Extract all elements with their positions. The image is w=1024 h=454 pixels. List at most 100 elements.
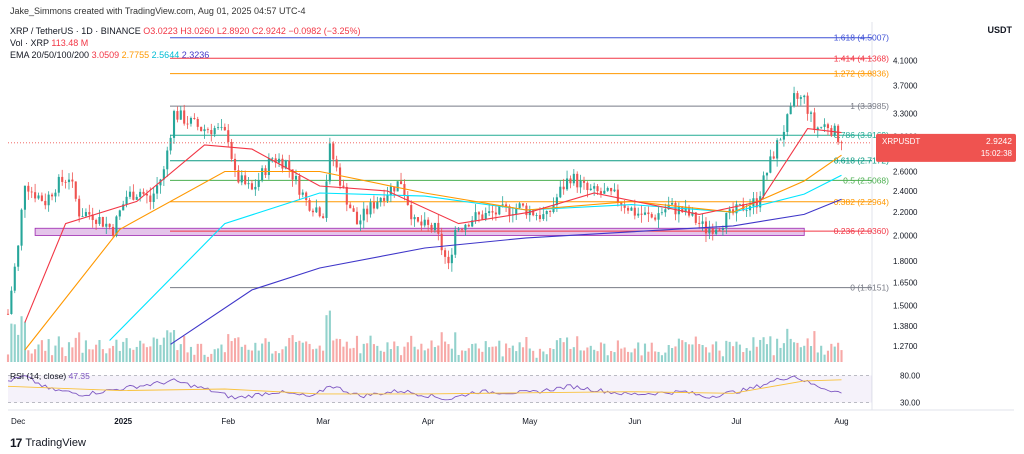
candle-body bbox=[569, 178, 572, 184]
ema50-line bbox=[24, 154, 842, 351]
rsi-label[interactable]: RSI (14, close) bbox=[10, 371, 67, 381]
volume-bar bbox=[606, 355, 609, 362]
candle-body bbox=[725, 213, 728, 229]
volume-bar bbox=[396, 346, 399, 362]
volume-bar bbox=[142, 343, 145, 362]
volume-bar bbox=[345, 341, 348, 362]
candle-body bbox=[403, 184, 406, 196]
candle-body bbox=[820, 126, 823, 128]
volume-bar bbox=[267, 341, 270, 362]
volume-bar bbox=[427, 348, 430, 362]
fib-level-label: 0.5 (2.5068) bbox=[843, 175, 889, 185]
volume-bar bbox=[257, 350, 260, 362]
volume-bar bbox=[145, 347, 148, 362]
volume-bar bbox=[423, 350, 426, 362]
volume-bar bbox=[535, 357, 538, 362]
volume-bar bbox=[505, 343, 508, 362]
candle-body bbox=[328, 143, 331, 182]
candle-body bbox=[50, 194, 54, 197]
volume-bar bbox=[610, 350, 613, 362]
candle-body bbox=[13, 266, 16, 291]
candle-body bbox=[515, 208, 518, 215]
volume-bar bbox=[738, 344, 741, 362]
candle-body bbox=[413, 217, 416, 220]
volume-bar bbox=[372, 344, 375, 362]
candle-body bbox=[247, 183, 250, 185]
candle-body bbox=[613, 189, 616, 192]
volume-bar bbox=[809, 346, 813, 362]
volume-bar bbox=[698, 344, 701, 362]
volume-bar bbox=[701, 345, 704, 362]
candle-body bbox=[745, 210, 748, 212]
fib-level-label: 0 (1.6151) bbox=[850, 283, 889, 293]
candle-body bbox=[596, 186, 599, 192]
volume-bar bbox=[518, 342, 521, 362]
candle-body bbox=[355, 211, 359, 225]
volume-bar bbox=[420, 343, 423, 362]
candle-body bbox=[128, 191, 132, 197]
candle-body bbox=[518, 203, 521, 209]
creator-attribution: Jake_Simmons created with TradingView.co… bbox=[10, 6, 306, 16]
price-tick-label: 2.0000 bbox=[893, 231, 918, 240]
volume-bar bbox=[349, 348, 352, 362]
candle-body bbox=[267, 158, 270, 176]
candle-body bbox=[10, 290, 13, 315]
price-tick-label: 3.3000 bbox=[893, 109, 918, 118]
candle-body bbox=[294, 176, 298, 180]
volume-bar bbox=[67, 342, 71, 362]
candle-body bbox=[626, 207, 630, 211]
candle-body bbox=[738, 204, 741, 205]
candle-body bbox=[305, 192, 308, 200]
volume-bar bbox=[684, 342, 687, 362]
candle-body bbox=[271, 158, 274, 160]
volume-bar bbox=[247, 349, 250, 362]
candle-body bbox=[671, 203, 674, 205]
volume-bar bbox=[694, 336, 697, 362]
volume-bar bbox=[708, 352, 711, 362]
volume-bar bbox=[806, 338, 809, 362]
candle-body bbox=[789, 106, 792, 115]
tradingview-logo[interactable]: 17 TradingView bbox=[10, 436, 86, 450]
price-tag-box bbox=[876, 133, 1016, 162]
volume-bar bbox=[27, 350, 30, 362]
volume-label[interactable]: Vol · XRP bbox=[10, 38, 49, 48]
candle-body bbox=[721, 228, 724, 230]
volume-bar bbox=[782, 343, 785, 362]
volume-bar bbox=[88, 349, 91, 362]
symbol-title[interactable]: XRP / TetherUS · 1D · BINANCE bbox=[10, 26, 141, 36]
rsi-line bbox=[7, 375, 842, 401]
candle-body bbox=[142, 191, 145, 194]
candle-body bbox=[769, 156, 772, 173]
candle-body bbox=[793, 93, 796, 107]
candle-body bbox=[715, 229, 718, 234]
candle-body bbox=[54, 192, 57, 197]
price-tick-label: 1.5000 bbox=[893, 302, 918, 311]
volume-bar bbox=[786, 328, 789, 362]
volume-bar bbox=[274, 351, 277, 362]
candle-body bbox=[681, 206, 684, 213]
currency-label[interactable]: USDT bbox=[987, 25, 1013, 35]
volume-bar bbox=[623, 347, 626, 362]
volume-bar bbox=[762, 337, 765, 362]
ema-label[interactable]: EMA 20/50/100/200 bbox=[10, 50, 90, 60]
candle-body bbox=[105, 223, 108, 227]
volume-bar bbox=[223, 352, 226, 362]
candle-body bbox=[139, 191, 142, 197]
price-tick-label: 2.4000 bbox=[893, 187, 918, 196]
candle-body bbox=[383, 197, 386, 201]
candle-body bbox=[274, 158, 277, 163]
volume-bar bbox=[589, 345, 592, 362]
volume-bar bbox=[95, 344, 98, 362]
candle-body bbox=[816, 127, 819, 131]
candle-body bbox=[826, 124, 830, 129]
volume-bar bbox=[508, 347, 511, 362]
candle-body bbox=[691, 212, 694, 216]
support-zone-box bbox=[34, 227, 805, 236]
candle-body bbox=[420, 221, 423, 226]
candle-body bbox=[6, 313, 10, 315]
candle-body bbox=[196, 118, 199, 127]
volume-bar bbox=[71, 347, 74, 362]
fib-level-label: 0.382 (2.2964) bbox=[834, 197, 889, 207]
volume-bar bbox=[13, 324, 16, 362]
